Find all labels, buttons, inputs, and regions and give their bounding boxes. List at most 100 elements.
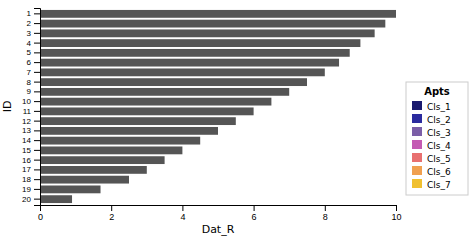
- plot: 02468101234567891011121314151617181920: [22, 9, 401, 223]
- x-tick: 4: [180, 205, 185, 222]
- bar: [40, 39, 360, 47]
- x-tick: 10: [391, 205, 401, 222]
- y-tick: 16: [22, 156, 40, 165]
- x-tick-label: 2: [109, 212, 114, 222]
- x-tick-mark: [254, 205, 255, 211]
- y-tick-mark: [34, 82, 40, 83]
- y-tick-mark: [34, 33, 40, 34]
- y-tick: 15: [22, 146, 40, 155]
- x-axis-title: Dat_R: [202, 223, 235, 236]
- bar: [40, 20, 385, 28]
- legend-swatch: [412, 140, 422, 149]
- legend-label: Cls_5: [427, 154, 451, 164]
- x-tick-mark: [182, 205, 183, 211]
- y-tick-mark: [34, 199, 40, 200]
- y-tick-mark: [34, 23, 40, 24]
- y-tick-mark: [34, 13, 40, 14]
- legend-item: Cls_5: [412, 153, 451, 164]
- legend-label: Cls_3: [427, 128, 451, 138]
- bar: [40, 98, 271, 106]
- bar: [40, 78, 307, 86]
- y-tick-mark: [34, 130, 40, 131]
- y-tick-label: 4: [27, 39, 32, 48]
- bar: [40, 146, 182, 154]
- y-tick-mark: [34, 91, 40, 92]
- x-tick: 6: [252, 205, 257, 222]
- legend-item: Cls_3: [412, 127, 451, 138]
- y-tick-mark: [34, 189, 40, 190]
- y-tick: 17: [22, 165, 40, 174]
- y-tick-label: 19: [22, 185, 31, 194]
- bar: [40, 195, 72, 203]
- x-axis: 0 2 4 6 8 10: [38, 205, 402, 222]
- legend-label: Cls_4: [427, 141, 451, 151]
- y-tick-label: 20: [22, 195, 31, 204]
- y-tick-label: 3: [27, 29, 32, 38]
- bar: [40, 49, 350, 57]
- legend-item: Cls_6: [412, 166, 451, 177]
- y-tick-label: 2: [27, 19, 32, 28]
- bar: [40, 107, 254, 115]
- x-tick-mark: [396, 205, 397, 211]
- legend-item: Cls_2: [412, 114, 451, 125]
- x-tick-mark: [325, 205, 326, 211]
- bar: [40, 117, 236, 125]
- y-tick: 11: [23, 107, 40, 116]
- y-tick-label: 8: [27, 78, 32, 87]
- y-tick-label: 14: [22, 136, 31, 145]
- x-tick-label: 6: [252, 212, 257, 222]
- legend-swatch: [412, 166, 422, 175]
- y-tick-label: 11: [23, 107, 32, 116]
- y-tick: 19: [22, 185, 40, 194]
- y-tick-label: 17: [22, 165, 31, 174]
- x-tick: 2: [109, 205, 114, 222]
- legend-frame: [406, 82, 468, 195]
- legend-swatch: [412, 127, 422, 136]
- y-axis-line: [34, 9, 41, 206]
- y-tick: 14: [22, 136, 40, 145]
- legend-swatch: [412, 101, 422, 110]
- bar: [40, 185, 101, 193]
- y-axis: 1234567891011121314151617181920: [22, 9, 40, 206]
- legend-label: Cls_1: [427, 102, 451, 112]
- y-tick: 13: [22, 126, 40, 135]
- y-tick-label: 1: [27, 9, 32, 18]
- y-tick-label: 18: [22, 175, 31, 184]
- x-tick: 0: [38, 205, 43, 222]
- legend-item: Cls_1: [412, 101, 451, 112]
- legend-item: Cls_7: [412, 179, 451, 190]
- y-tick-mark: [34, 72, 40, 73]
- y-tick-label: 13: [22, 126, 31, 135]
- legend-item: Cls_4: [412, 140, 451, 151]
- y-tick-mark: [34, 140, 40, 141]
- bar: [40, 137, 200, 145]
- legend-swatch: [412, 153, 422, 162]
- x-tick: 8: [323, 205, 328, 222]
- bars: [40, 10, 396, 203]
- y-tick: 1: [27, 9, 40, 18]
- y-tick-label: 12: [22, 117, 31, 126]
- x-tick-label: 4: [180, 212, 185, 222]
- bar: [40, 10, 396, 18]
- legend-label: Cls_2: [427, 115, 451, 125]
- y-tick-label: 10: [22, 97, 31, 106]
- y-tick-mark: [34, 43, 40, 44]
- x-tick-label: 8: [323, 212, 328, 222]
- y-tick-mark: [34, 111, 40, 112]
- legend-swatch: [412, 114, 422, 123]
- legend-label: Cls_6: [427, 167, 451, 177]
- y-tick-mark: [34, 179, 40, 180]
- y-tick: 18: [22, 175, 40, 184]
- y-tick-label: 16: [22, 156, 31, 165]
- bar: [40, 176, 129, 184]
- y-tick: 7: [27, 68, 40, 77]
- bar: [40, 68, 325, 76]
- x-axis-line: [41, 206, 397, 212]
- bar: [40, 166, 147, 174]
- y-tick: 3: [27, 29, 40, 38]
- legend-label: Cls_7: [427, 180, 451, 190]
- bar: [40, 29, 375, 37]
- chart: 02468101234567891011121314151617181920Da…: [0, 0, 474, 237]
- x-tick-label: 0: [38, 212, 43, 222]
- y-tick-label: 9: [27, 87, 32, 96]
